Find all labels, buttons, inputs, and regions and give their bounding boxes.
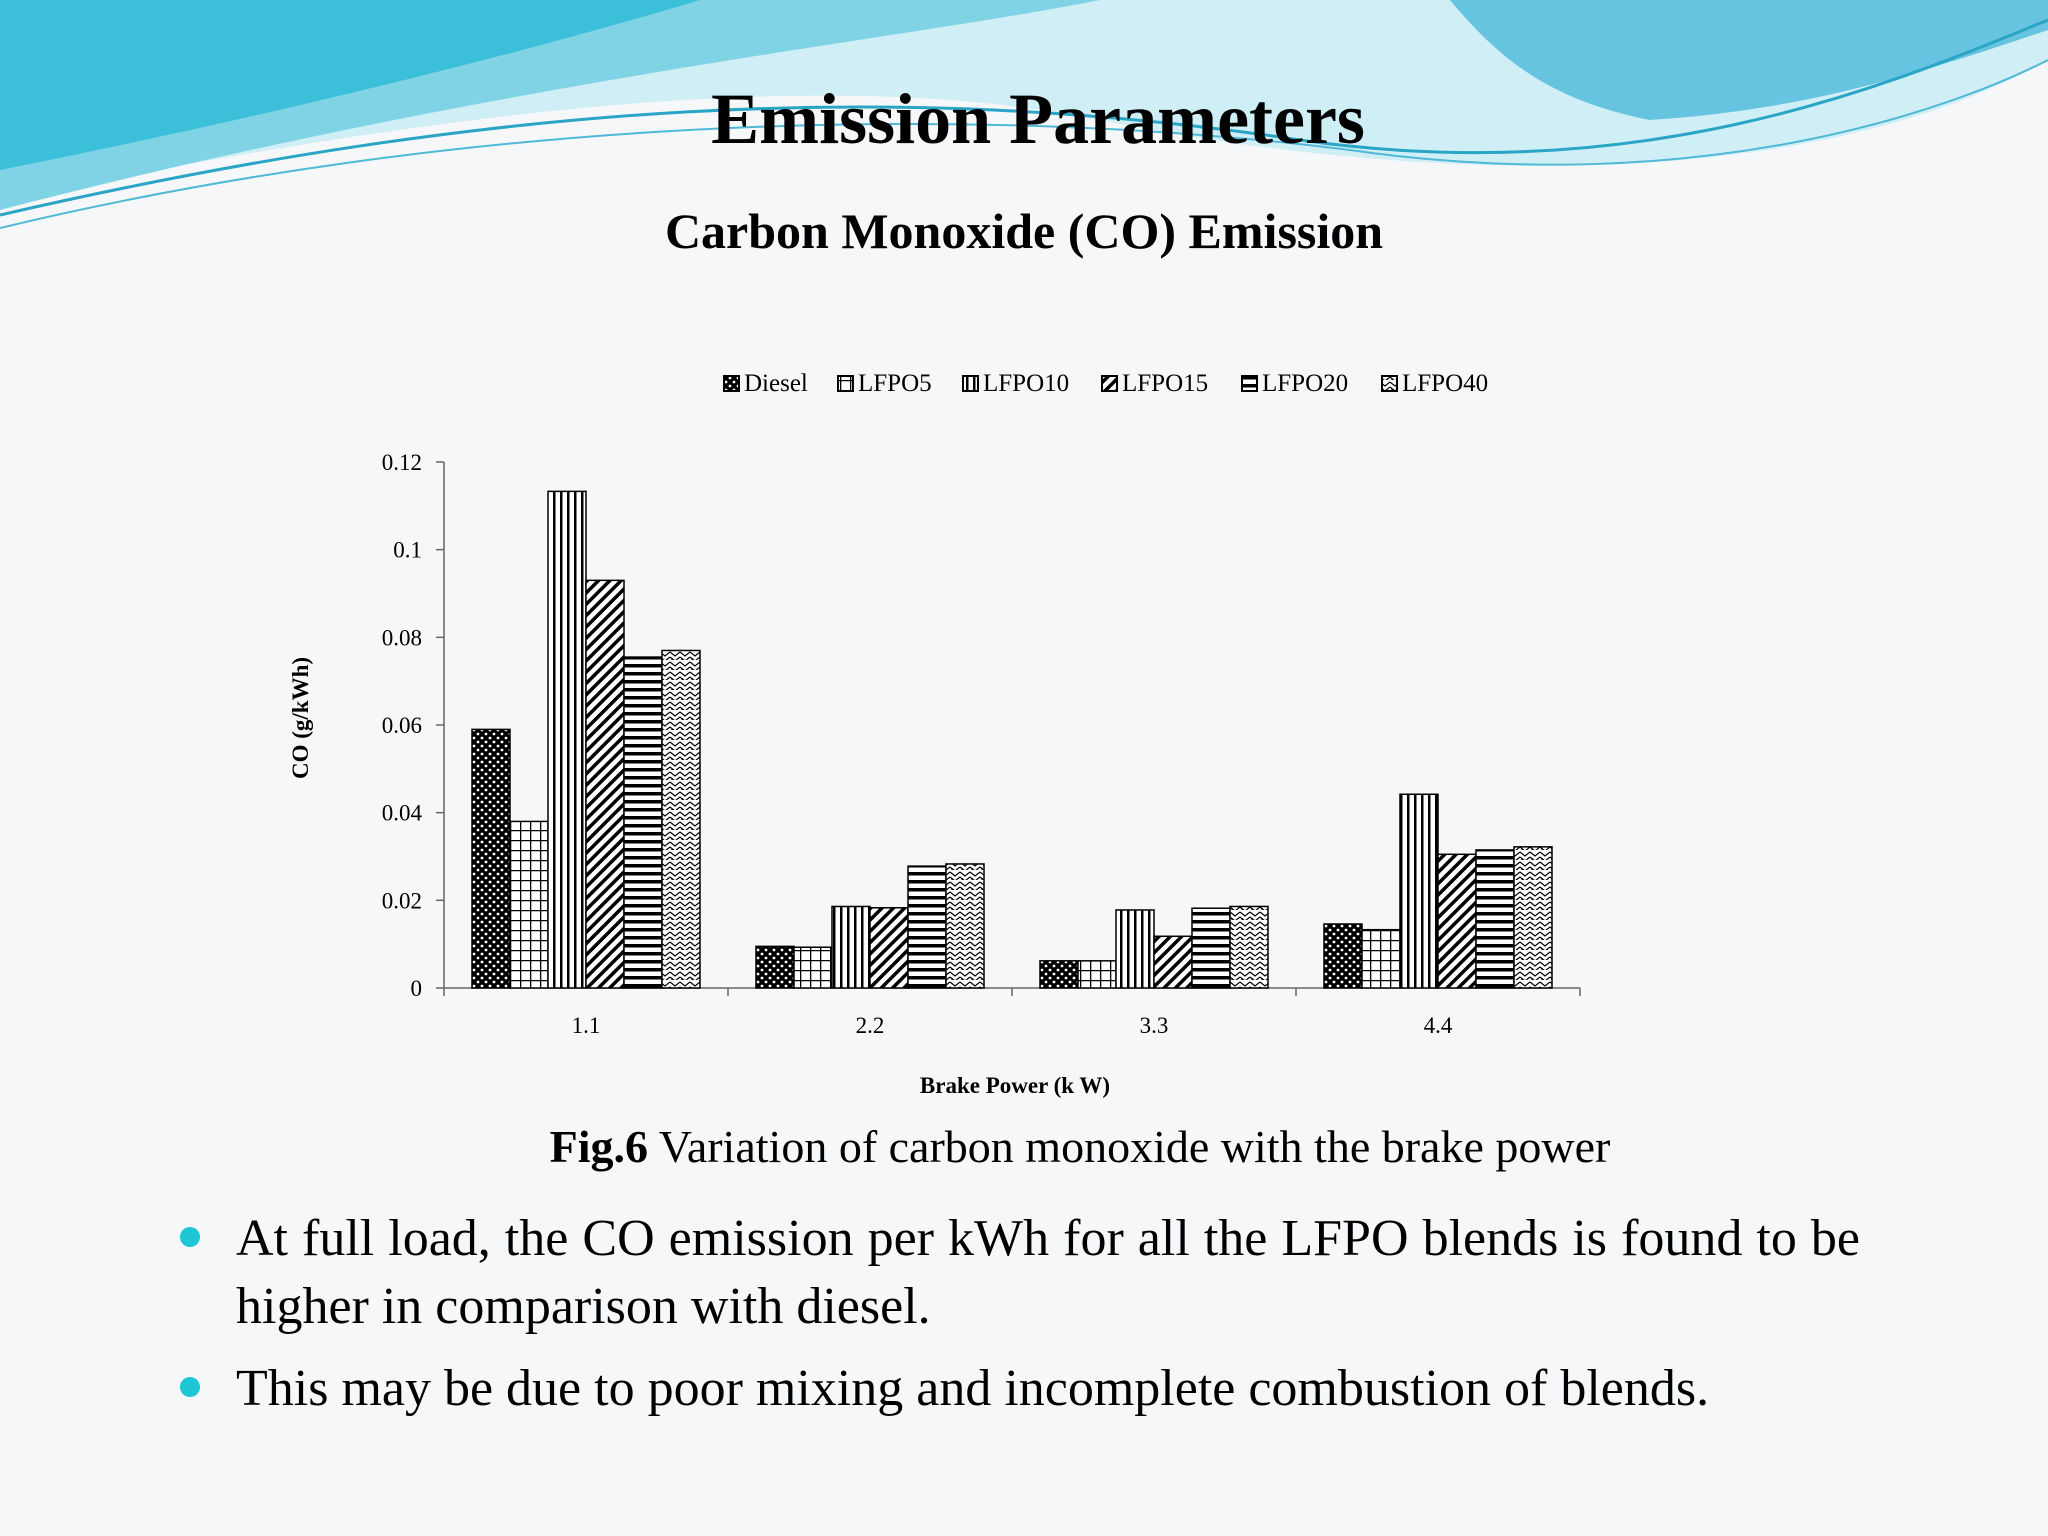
wave-band-right [1450,0,2048,120]
bar-lfpo15-3-3 [1153,935,1193,989]
legend-item-lfpo40: LFPO40 [1381,370,1488,397]
bullet-list: At full load, the CO emission per kWh fo… [180,1205,1860,1437]
legend-label: LFPO40 [1402,370,1488,397]
bar-lfpo20-1-1 [623,656,663,989]
bullet-item-1: At full load, the CO emission per kWh fo… [180,1205,1860,1341]
legend-item-diesel: Diesel [723,370,808,397]
legend-label: LFPO5 [858,370,932,397]
legend-label: LFPO20 [1262,370,1348,397]
legend-label: Diesel [744,370,808,397]
x-tick-label: 1.1 [572,1013,601,1038]
bullet-dot-icon [180,1227,200,1247]
bullet-text-2: This may be due to poor mixing and incom… [236,1360,1710,1417]
bar-lfpo5-2-2 [793,946,833,989]
y-axis-label: CO (g/kWh) [288,657,313,779]
x-tick-label: 4.4 [1424,1013,1453,1038]
y-tick-label: 0.04 [382,801,423,826]
bar-diesel-4-4 [1323,923,1363,989]
x-axis-label: Brake Power (k W) [920,1073,1110,1098]
legend-swatch [837,375,854,392]
bar-lfpo20-4-4 [1475,849,1515,989]
legend-label: LFPO15 [1122,370,1208,397]
y-tick-label: 0.08 [382,625,422,650]
bar-lfpo40-3-3 [1229,905,1269,989]
bar-lfpo15-2-2 [869,907,909,989]
y-tick-label: 0.1 [393,538,422,563]
bar-lfpo40-4-4 [1513,846,1553,989]
legend-item-lfpo5: LFPO5 [837,370,932,397]
y-tick-label: 0 [411,976,423,1001]
bar-lfpo20-2-2 [907,865,947,989]
bar-lfpo10-3-3 [1115,909,1155,989]
legend-swatch [723,375,740,392]
legend-item-lfpo20: LFPO20 [1241,370,1348,397]
figure-caption-text: Variation of carbon monoxide with the br… [648,1121,1611,1172]
bar-lfpo40-1-1 [661,649,701,989]
figure-caption: Fig.6 Variation of carbon monoxide with … [0,1120,2048,1173]
bullet-text-1: At full load, the CO emission per kWh fo… [236,1210,1860,1335]
legend-swatch [1241,375,1258,392]
bar-lfpo5-1-1 [509,820,549,989]
legend-item-lfpo15: LFPO15 [1101,370,1208,397]
bar-lfpo20-3-3 [1191,907,1231,989]
x-tick-label: 2.2 [856,1013,885,1038]
x-tick-label: 3.3 [1140,1013,1169,1038]
chart-legend: Diesel LFPO5 LFPO10 LFPO15 LFPO20 LFPO40 [723,370,1488,397]
wave-line-1 [0,18,2048,217]
bar-lfpo10-2-2 [831,905,871,989]
y-tick-label: 0.12 [382,450,422,475]
bar-lfpo5-4-4 [1361,928,1401,989]
co-emission-bar-chart: Diesel LFPO5 LFPO10 LFPO15 LFPO20 LFPO40 0 0.0… [288,370,1581,1098]
bullet-item-2: This may be due to poor mixing and incom… [180,1355,1860,1423]
bar-lfpo5-3-3 [1077,960,1117,989]
wave-line-2 [0,59,2048,229]
bar-lfpo40-2-2 [945,863,985,989]
bar-lfpo10-1-1 [547,490,587,989]
bar-lfpo15-4-4 [1437,853,1477,989]
slide-title: Emission Parameters [711,79,1365,159]
bar-diesel-1-1 [471,728,511,989]
bar-lfpo10-4-4 [1399,793,1439,989]
y-tick-label: 0.06 [382,713,422,738]
bar-diesel-2-2 [755,945,795,989]
chart-subtitle: Carbon Monoxide (CO) Emission [664,203,1384,259]
legend-swatch [962,375,979,392]
legend-label: LFPO10 [983,370,1069,397]
bullet-dot-icon [180,1377,200,1397]
legend-item-lfpo10: LFPO10 [962,370,1069,397]
y-tick-label: 0.02 [382,888,422,913]
plot-area: 0 0.02 0.04 0.06 0.08 0.1 0.12 1.1 2.2 3.3 4.4 [382,450,1581,1038]
wave-band-dark [0,0,700,170]
figure-caption-number: Fig.6 [549,1121,649,1172]
legend-swatch [1381,375,1398,392]
legend-swatch [1101,375,1118,392]
bar-lfpo15-1-1 [585,579,625,989]
bar-diesel-3-3 [1039,960,1079,989]
